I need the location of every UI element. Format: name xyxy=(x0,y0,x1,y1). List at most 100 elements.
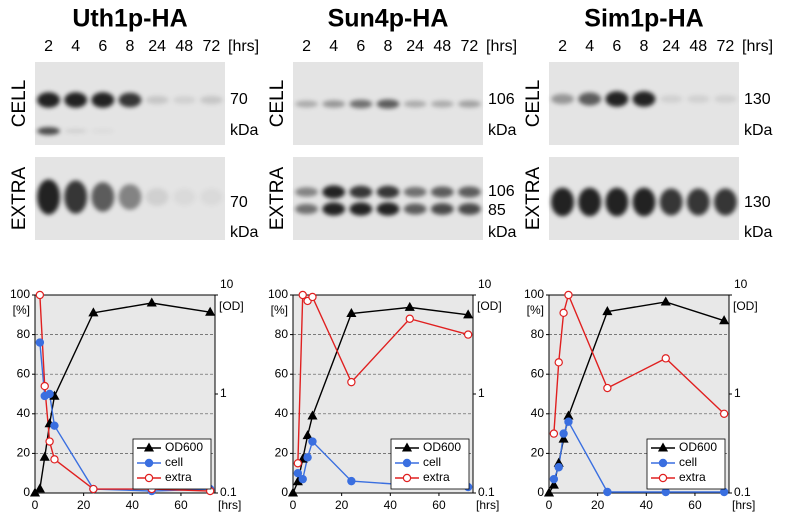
plot-frame xyxy=(34,294,216,494)
band xyxy=(632,187,656,217)
y2-axis-label: [OD] xyxy=(219,299,244,313)
band xyxy=(64,92,88,108)
point xyxy=(559,308,568,318)
point xyxy=(307,410,318,420)
legend-marker xyxy=(402,458,412,468)
row-label: CELL xyxy=(267,80,288,128)
band xyxy=(551,93,574,105)
band xyxy=(686,188,710,216)
point xyxy=(303,453,312,462)
y-axis-label: [%] xyxy=(271,303,288,317)
band xyxy=(714,95,737,103)
x-axis-label: [hrs] xyxy=(732,498,755,512)
kda-unit: kDa xyxy=(744,122,773,139)
x-tick-label: 60 xyxy=(432,498,446,512)
legend-marker xyxy=(144,458,154,468)
point xyxy=(603,487,612,497)
x-tick-label: 0 xyxy=(546,498,553,512)
point xyxy=(719,409,729,418)
band xyxy=(659,188,683,216)
band xyxy=(200,95,223,105)
y2-axis-label: [OD] xyxy=(733,299,758,313)
band xyxy=(578,187,602,217)
band xyxy=(605,91,629,107)
kda-marker: 106 xyxy=(488,91,515,108)
band xyxy=(145,188,169,206)
point xyxy=(35,338,45,347)
x-tick-label: 40 xyxy=(640,498,654,512)
lane-label: 8 xyxy=(126,38,135,55)
point xyxy=(302,430,313,440)
lane-label: 8 xyxy=(384,38,393,55)
legend-marker xyxy=(657,442,669,452)
band xyxy=(37,127,60,135)
legend-label: extra xyxy=(679,470,706,484)
point xyxy=(719,315,730,325)
point xyxy=(50,455,59,464)
panel-title: Sim1p-HA xyxy=(584,5,703,33)
lane-label: 2 xyxy=(44,38,53,55)
y-tick-label: 100 xyxy=(524,287,544,301)
row-label: EXTRA xyxy=(267,167,288,231)
point xyxy=(661,354,670,363)
legend-label: cell xyxy=(423,455,441,469)
kda-unit: kDa xyxy=(230,122,259,139)
kda-unit: kDa xyxy=(744,224,773,241)
band xyxy=(322,202,346,216)
point xyxy=(603,383,612,393)
lane-label: 24 xyxy=(662,38,680,55)
point xyxy=(719,487,729,497)
point xyxy=(549,474,559,484)
band xyxy=(578,92,602,106)
legend-label: extra xyxy=(423,470,450,484)
band xyxy=(37,92,60,108)
lane-label: 24 xyxy=(406,38,424,55)
band xyxy=(118,184,142,210)
x-tick-label: 60 xyxy=(174,498,188,512)
lane-label: 48 xyxy=(175,38,193,55)
band xyxy=(458,186,481,198)
lane-label: 72 xyxy=(203,38,221,55)
point xyxy=(39,451,50,461)
band xyxy=(714,188,737,216)
band xyxy=(349,185,373,199)
lane-label: 4 xyxy=(71,38,80,55)
band xyxy=(458,203,481,215)
band xyxy=(632,91,656,107)
kda-unit: kDa xyxy=(488,122,517,139)
y-axis-label: [%] xyxy=(13,303,30,317)
point xyxy=(35,290,45,300)
lane-label: 48 xyxy=(433,38,451,55)
panel-title: Sun4p-HA xyxy=(328,5,449,33)
y2-tick-label: 1 xyxy=(220,386,227,400)
blot-bands xyxy=(37,179,223,215)
lane-label: 48 xyxy=(689,38,707,55)
x-axis-label: [hrs] xyxy=(476,498,499,512)
lane-label: 8 xyxy=(640,38,649,55)
point xyxy=(308,437,317,446)
x-tick-label: 40 xyxy=(384,498,398,512)
band xyxy=(172,188,196,206)
band xyxy=(376,99,400,109)
y2-tick-label: 10 xyxy=(478,277,492,291)
point xyxy=(549,429,559,438)
y-tick-label: 20 xyxy=(275,446,289,460)
legend-label: OD600 xyxy=(679,440,717,454)
point xyxy=(543,487,555,497)
panel-title: Uth1p-HA xyxy=(72,5,187,33)
point xyxy=(346,307,357,318)
point xyxy=(347,377,356,387)
band xyxy=(403,186,427,198)
lane-label: 6 xyxy=(98,38,107,55)
point xyxy=(559,429,568,438)
kda-marker: 70 xyxy=(230,194,248,211)
y-tick-label: 20 xyxy=(17,446,31,460)
point xyxy=(308,292,317,302)
y-tick-label: 20 xyxy=(531,446,545,460)
y2-tick-label: 0.1 xyxy=(478,485,495,499)
lane-label: 2 xyxy=(558,38,567,55)
kda-unit: kDa xyxy=(230,224,259,241)
x-tick-label: 20 xyxy=(77,498,91,512)
lane-label: 4 xyxy=(329,38,338,55)
blot-bands xyxy=(295,185,481,216)
